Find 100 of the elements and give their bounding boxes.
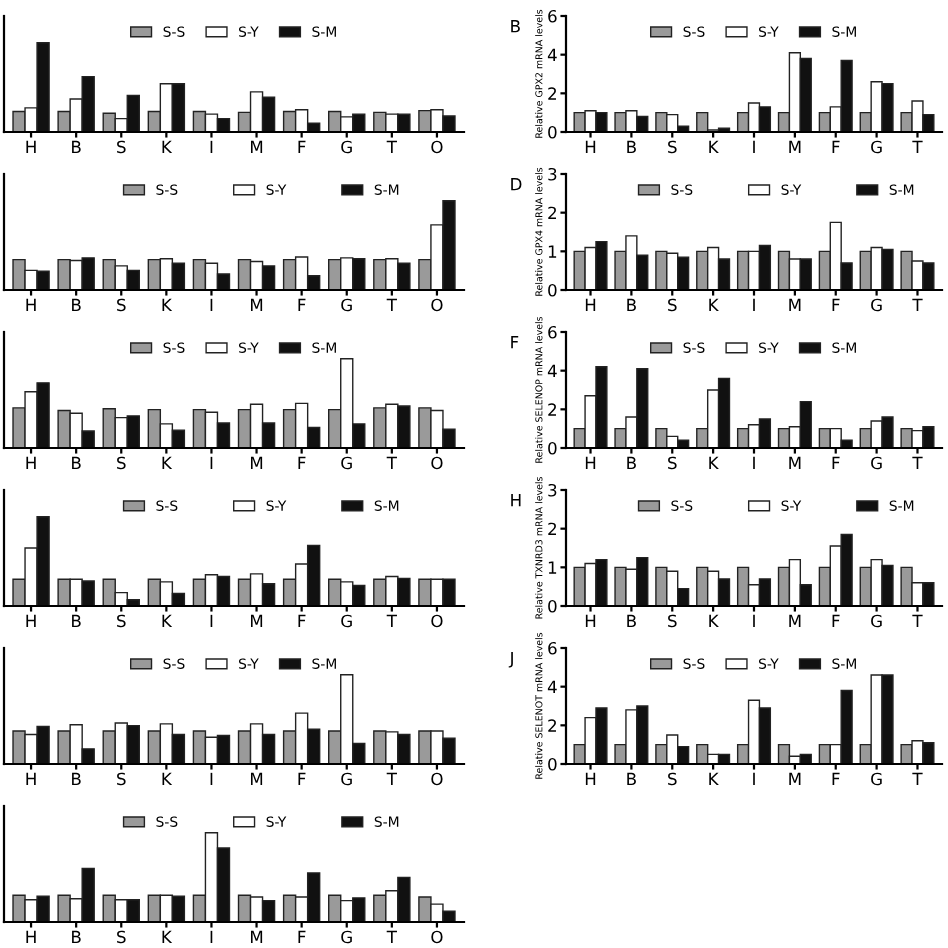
- x-tick-label: F: [298, 772, 306, 785]
- x-tick-label: F: [832, 298, 840, 311]
- x-tick-label: I: [753, 614, 755, 627]
- x-tick-label: G: [341, 930, 352, 944]
- x-tick-label: F: [832, 140, 840, 153]
- x-tick-label: O: [431, 456, 443, 470]
- x-tick-label: H: [585, 456, 596, 469]
- x-tick-label: G: [341, 614, 352, 628]
- x-tick-label: T: [386, 140, 397, 153]
- y-tick-label: 1: [548, 245, 557, 258]
- x-tick-label: I: [210, 456, 213, 469]
- x-tick-label: O: [431, 140, 443, 154]
- x-tick-label: H: [585, 140, 596, 153]
- x-tick-label: T: [386, 456, 397, 469]
- x-tick-label: I: [210, 772, 213, 785]
- chart-title: J: [508, 652, 513, 668]
- x-tick-label: G: [871, 298, 882, 312]
- x-tick-label: G: [871, 614, 882, 628]
- x-tick-label: B: [627, 456, 636, 469]
- x-tick-label: S: [668, 298, 677, 312]
- x-tick-label: K: [162, 456, 173, 469]
- chart-title: F: [511, 336, 519, 349]
- x-tick-label: T: [386, 772, 397, 785]
- x-tick-label: G: [341, 140, 352, 154]
- x-tick-label: B: [627, 298, 636, 311]
- x-tick-label: I: [753, 772, 755, 785]
- x-tick-label: B: [72, 456, 81, 469]
- y-tick-label: 2: [548, 719, 556, 732]
- x-tick-label: H: [26, 614, 36, 627]
- x-tick-label: H: [585, 298, 596, 311]
- x-tick-label: K: [162, 140, 173, 153]
- y-tick-label: 0: [548, 599, 557, 613]
- x-tick-label: I: [753, 456, 755, 469]
- y-tick-label: 0: [548, 441, 557, 455]
- x-tick-label: F: [298, 614, 306, 627]
- x-tick-label: G: [871, 456, 882, 470]
- x-tick-label: S: [668, 140, 677, 154]
- x-tick-label: K: [709, 614, 719, 627]
- x-tick-label: T: [912, 456, 923, 469]
- x-tick-label: S: [668, 614, 677, 628]
- x-tick-label: M: [250, 772, 263, 785]
- y-tick-label: 0: [548, 125, 557, 139]
- x-tick-label: F: [832, 456, 840, 469]
- x-tick-label: O: [431, 930, 443, 944]
- x-tick-label: K: [162, 298, 173, 311]
- x-tick-label: S: [668, 456, 677, 470]
- x-tick-label: B: [627, 614, 636, 627]
- x-tick-label: S: [117, 140, 126, 154]
- x-tick-label: K: [709, 140, 719, 153]
- y-tick-label: 1: [548, 561, 557, 574]
- x-tick-label: K: [162, 930, 173, 943]
- x-tick-label: K: [709, 298, 719, 311]
- x-tick-label: G: [871, 772, 882, 786]
- x-tick-label: O: [431, 298, 443, 312]
- x-tick-label: H: [26, 930, 36, 943]
- x-tick-label: T: [386, 930, 397, 943]
- x-tick-label: H: [26, 772, 36, 785]
- x-tick-label: B: [72, 298, 81, 311]
- x-tick-label: T: [386, 614, 397, 627]
- x-tick-label: I: [210, 930, 213, 943]
- x-tick-label: S: [117, 456, 126, 470]
- x-tick-label: B: [72, 772, 81, 785]
- x-tick-label: S: [668, 772, 677, 786]
- x-tick-label: M: [789, 614, 801, 627]
- y-tick-label: 4: [547, 48, 557, 61]
- x-tick-label: H: [585, 772, 596, 785]
- x-tick-label: B: [72, 930, 81, 943]
- x-tick-label: F: [832, 614, 840, 627]
- x-tick-label: O: [431, 772, 443, 786]
- y-tick-label: 2: [548, 403, 556, 416]
- x-tick-label: F: [832, 772, 840, 785]
- x-tick-label: F: [298, 140, 306, 153]
- x-tick-label: M: [250, 298, 263, 311]
- y-tick-label: 3: [548, 167, 557, 181]
- x-tick-label: F: [298, 930, 306, 943]
- x-tick-label: S: [117, 930, 126, 944]
- chart-title: D: [511, 178, 522, 191]
- x-tick-label: I: [210, 140, 213, 153]
- x-tick-label: K: [162, 614, 173, 627]
- x-tick-label: T: [386, 298, 397, 311]
- x-tick-label: M: [789, 298, 801, 311]
- x-tick-label: M: [250, 930, 263, 943]
- x-tick-label: G: [341, 772, 352, 786]
- chart-title: H: [511, 494, 521, 507]
- chart-title: B: [511, 20, 520, 33]
- x-tick-label: B: [627, 140, 636, 153]
- y-tick-label: 2: [548, 206, 556, 219]
- x-tick-label: H: [26, 140, 36, 153]
- x-tick-label: S: [117, 772, 126, 786]
- y-tick-label: 4: [547, 364, 557, 377]
- x-tick-label: T: [912, 140, 923, 153]
- x-tick-label: G: [341, 298, 352, 312]
- x-tick-label: M: [250, 614, 263, 627]
- y-tick-label: 0: [548, 283, 557, 297]
- x-tick-label: M: [250, 140, 263, 153]
- x-tick-label: K: [709, 772, 719, 785]
- x-tick-label: I: [210, 298, 213, 311]
- x-tick-label: B: [627, 772, 636, 785]
- y-tick-label: 6: [548, 641, 557, 655]
- y-tick-label: 6: [548, 9, 557, 23]
